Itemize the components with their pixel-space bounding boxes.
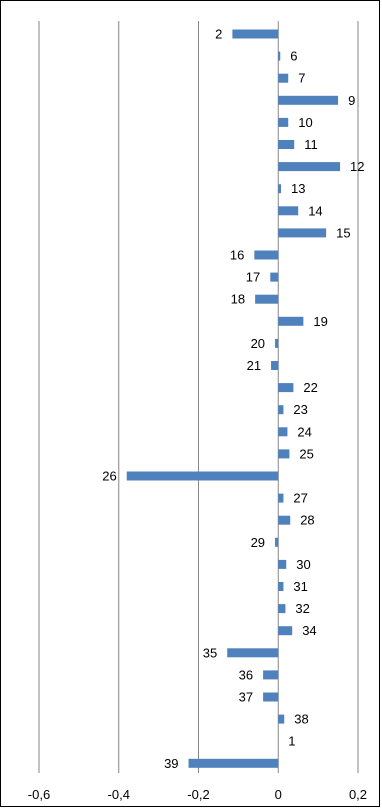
category-label-35: 35 [203, 645, 217, 660]
x-tick-label: -0,6 [28, 787, 50, 802]
category-label-29: 29 [251, 535, 265, 550]
bar-23 [278, 405, 284, 415]
bar-11 [278, 140, 295, 149]
bar-12 [278, 162, 341, 172]
bar-28 [278, 515, 291, 525]
category-label-2: 2 [215, 27, 222, 42]
x-tick-label: -0,4 [108, 787, 130, 802]
bar-15 [278, 228, 327, 238]
bar-10 [278, 117, 289, 127]
bar-26 [126, 471, 279, 481]
category-label-14: 14 [308, 203, 322, 218]
category-label-23: 23 [293, 402, 307, 417]
category-labels: 2679101112131415161718192021222324252627… [102, 27, 364, 771]
category-label-16: 16 [230, 248, 244, 263]
category-label-39: 39 [164, 756, 178, 771]
bar-39 [188, 758, 279, 768]
bars [126, 29, 341, 768]
category-label-15: 15 [336, 225, 350, 240]
category-label-1: 1 [288, 734, 295, 749]
bar-36 [263, 670, 279, 680]
category-label-28: 28 [300, 513, 314, 528]
x-axis-tick-labels: -0,6 -0,4 -0,2 0 0,2 [28, 787, 367, 802]
category-label-9: 9 [348, 93, 355, 108]
category-label-25: 25 [299, 446, 313, 461]
category-label-17: 17 [246, 270, 260, 285]
bar-37 [263, 692, 279, 702]
category-label-7: 7 [298, 71, 305, 86]
bar-20 [275, 338, 279, 348]
bar-19 [278, 316, 304, 326]
category-label-10: 10 [298, 115, 312, 130]
bar-32 [278, 604, 286, 614]
category-label-30: 30 [296, 557, 310, 572]
bar-2 [232, 29, 279, 39]
bar-29 [275, 537, 279, 547]
bar-24 [278, 427, 288, 437]
category-label-32: 32 [295, 601, 309, 616]
x-tick-label: 0,2 [349, 787, 367, 802]
category-label-6: 6 [290, 49, 297, 64]
category-label-22: 22 [303, 380, 317, 395]
bar-18 [255, 294, 279, 304]
bar-6 [278, 51, 281, 61]
category-label-24: 24 [297, 424, 311, 439]
category-label-18: 18 [231, 292, 245, 307]
bar-34 [278, 626, 293, 636]
bar-21 [271, 361, 279, 370]
category-label-21: 21 [247, 358, 261, 373]
bar-14 [278, 206, 299, 216]
bar-30 [278, 559, 287, 569]
x-tick-label: 0 [275, 787, 282, 802]
bar-17 [270, 272, 279, 282]
bar-9 [278, 95, 339, 105]
x-tick-label: -0,2 [187, 787, 209, 802]
category-label-13: 13 [291, 181, 305, 196]
category-label-20: 20 [251, 336, 265, 351]
category-label-11: 11 [304, 137, 318, 152]
category-label-19: 19 [313, 314, 327, 329]
category-label-34: 34 [302, 623, 316, 638]
category-label-12: 12 [350, 159, 364, 174]
bar-35 [227, 648, 279, 658]
category-label-26: 26 [102, 469, 116, 484]
category-label-31: 31 [293, 579, 307, 594]
bar-16 [254, 250, 279, 260]
bar-31 [278, 582, 284, 591]
category-label-27: 27 [293, 491, 307, 506]
bar-13 [278, 184, 282, 194]
bar-22 [278, 383, 294, 393]
bar-25 [278, 449, 290, 459]
category-label-38: 38 [294, 712, 308, 727]
category-label-37: 37 [239, 690, 253, 705]
bar-38 [278, 714, 285, 724]
gridlines [38, 21, 359, 773]
bar-7 [278, 73, 289, 83]
category-label-36: 36 [239, 667, 253, 682]
bar-27 [278, 493, 284, 503]
